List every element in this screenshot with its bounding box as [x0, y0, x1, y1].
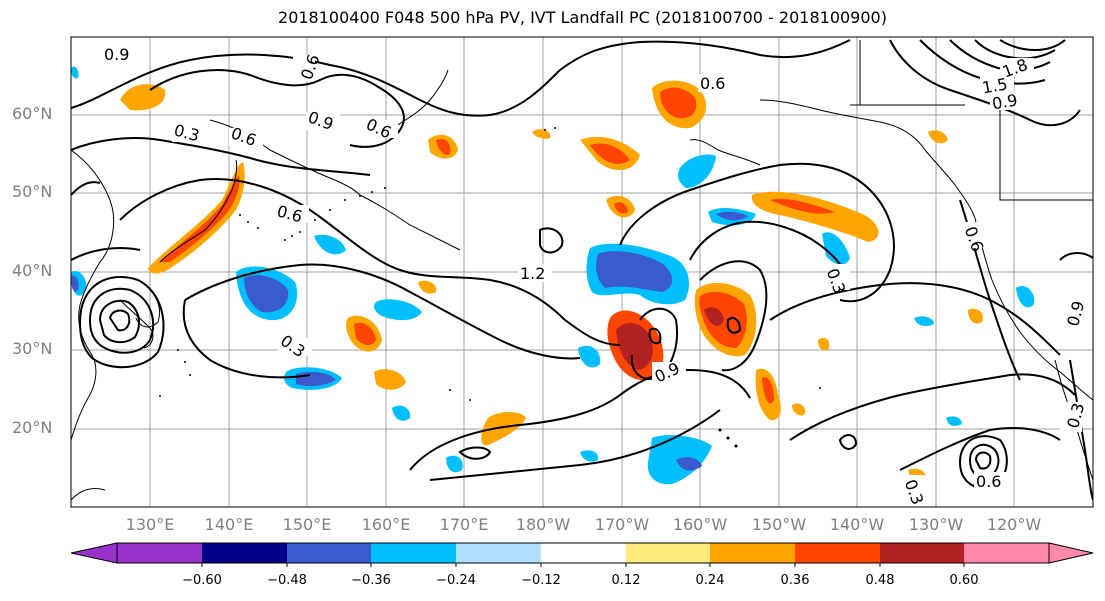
colorbar-tick-label: −0.12 [521, 573, 561, 588]
colorbar-bin [541, 543, 626, 563]
negative-anomaly-region [716, 211, 748, 221]
figure-title: 2018100400 F048 500 hPa PV, IVT Landfall… [278, 8, 887, 27]
contour-label: 0.6 [363, 115, 394, 143]
colorbar-tick-label: −0.60 [182, 573, 222, 588]
lon-label: 160°E [361, 515, 411, 534]
colorbar [70, 542, 1094, 567]
positive-anomaly-region [762, 377, 774, 404]
lon-label: 150°W [751, 515, 807, 534]
lon-label: 130°W [908, 515, 964, 534]
colorbar-bin [710, 543, 795, 563]
positive-anomaly-region [418, 280, 437, 294]
colorbar-tick-label: −0.48 [267, 573, 307, 588]
negative-anomaly-region [946, 416, 962, 426]
colorbar-tick-label: −0.36 [351, 573, 391, 588]
contour-label: 0.3 [277, 331, 309, 361]
colorbar-extend-low [70, 542, 118, 564]
island-chains [159, 127, 821, 448]
positive-anomaly-region [120, 84, 166, 111]
negative-anomaly-region [596, 251, 673, 292]
lon-label: 140°W [829, 515, 885, 534]
colorbar-bin [287, 543, 371, 563]
lon-label: 140°E [204, 515, 254, 534]
contour-label: 1.2 [520, 264, 545, 283]
positive-anomaly-region [770, 199, 835, 214]
positive-anomaly-region [751, 191, 879, 242]
colorbar-extend-high [1048, 542, 1094, 564]
negative-anomaly-region [71, 66, 79, 79]
positive-anomaly-region [704, 307, 724, 326]
map-frame [70, 36, 1094, 508]
negative-anomaly-region [1016, 285, 1035, 308]
negative-anomaly-region [71, 275, 79, 292]
colorbar-bin [964, 543, 1049, 563]
lon-label: 130°E [125, 515, 175, 534]
colorbar-bin [626, 543, 710, 563]
negative-anomaly-region [392, 405, 411, 421]
positive-anomaly-region [928, 130, 948, 144]
negative-anomaly-region [580, 450, 599, 462]
colorbar-bin [202, 543, 287, 563]
positive-anomaly-region [590, 143, 630, 164]
coastlines [71, 40, 1093, 501]
negative-anomaly-region [314, 234, 346, 255]
colorbar-bin [795, 543, 880, 563]
positive-anomaly-region [614, 202, 628, 214]
positive-anomaly-region [660, 87, 697, 119]
positive-anomaly-region [818, 337, 830, 351]
contour-label: 1.5 [981, 74, 1009, 97]
negative-anomaly-region [914, 316, 934, 326]
colorbar-bin [880, 543, 964, 563]
lat-label: 30°N [12, 339, 53, 358]
lon-label: 180°W [515, 515, 571, 534]
lat-label: 20°N [12, 418, 53, 437]
colorbar-tick-label: 0.24 [695, 573, 725, 588]
colorbar-bin [117, 543, 202, 563]
colorbar-tick-label: −0.24 [436, 573, 476, 588]
ivt-shading [71, 66, 1035, 485]
positive-anomaly-region [616, 322, 653, 370]
positive-anomaly-region [148, 162, 245, 274]
negative-anomaly-region [446, 455, 463, 473]
gridlines [71, 37, 1093, 507]
positive-anomaly-region [968, 308, 983, 324]
lon-label: 170°W [594, 515, 650, 534]
colorbar-bin [371, 543, 456, 563]
lat-label: 50°N [12, 182, 53, 201]
lon-label: 120°W [986, 515, 1042, 534]
colorbar-tick-label: 0.12 [611, 573, 641, 588]
positive-anomaly-region [374, 369, 406, 390]
contour-label: 0.9 [104, 45, 129, 64]
pv-contours [71, 39, 1093, 501]
positive-anomaly-region [532, 129, 551, 139]
negative-anomaly-region [676, 457, 702, 471]
negative-anomaly-region [678, 154, 716, 188]
negative-anomaly-region [244, 275, 289, 313]
contour-label: 0.6 [976, 472, 1001, 491]
positive-anomaly-region [436, 138, 451, 155]
colorbar-tick-label: 0.60 [949, 573, 979, 588]
colorbar-bin [456, 543, 541, 563]
positive-anomaly-region [481, 412, 526, 446]
lat-label: 40°N [12, 261, 53, 280]
lon-label: 170°E [439, 515, 489, 534]
negative-anomaly-region [822, 232, 850, 265]
lon-label: 160°W [672, 515, 728, 534]
contour-label: 0.9 [991, 90, 1019, 113]
lon-label: 150°E [282, 515, 332, 534]
contour-labels: 0.9 0.6 0.3 0.6 0.9 0.6 0.6 1.2 0.6 0.3 … [102, 45, 1088, 507]
negative-anomaly-region [374, 299, 422, 321]
positive-anomaly-region [792, 403, 806, 416]
contour-label: 0.6 [700, 74, 725, 93]
lat-label: 60°N [12, 104, 53, 123]
colorbar-tick-label: 0.48 [865, 573, 895, 588]
colorbar-tick-label: 0.36 [780, 573, 810, 588]
positive-anomaly-region [354, 322, 376, 346]
negative-anomaly-region [578, 345, 601, 368]
